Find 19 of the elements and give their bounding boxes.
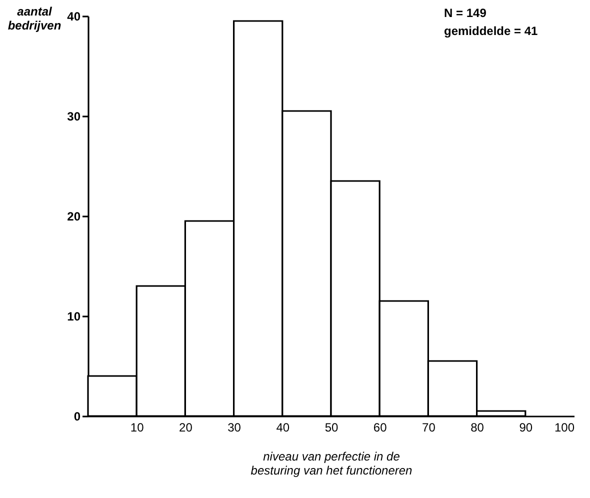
x-tick-label: 30 [228,420,242,434]
y-axis-title: aantal bedrijven [8,4,62,32]
x-tick-label: 90 [519,420,533,434]
x-tick-label: 10 [130,420,144,434]
x-tick-label: 60 [373,420,388,434]
annotation: gemiddelde = 41 [444,24,538,38]
x-tick-label: 50 [324,420,338,434]
y-tick-label: 40 [67,10,81,24]
y-tick-label: 30 [67,110,81,124]
x-tick-label: 20 [179,420,193,434]
x-tick-label: 40 [276,420,290,434]
x-tick-label: 100 [554,420,575,434]
x-axis-title: niveau van perfectie in de besturing van het functioneren [250,450,413,478]
y-tick-label: 10 [67,310,81,324]
y-tick-label: 20 [67,210,81,224]
annotation: N = 149 [444,6,487,20]
x-tick-label: 80 [470,420,484,434]
y-tick-label: 0 [74,410,81,424]
x-tick-label: 70 [422,420,436,434]
